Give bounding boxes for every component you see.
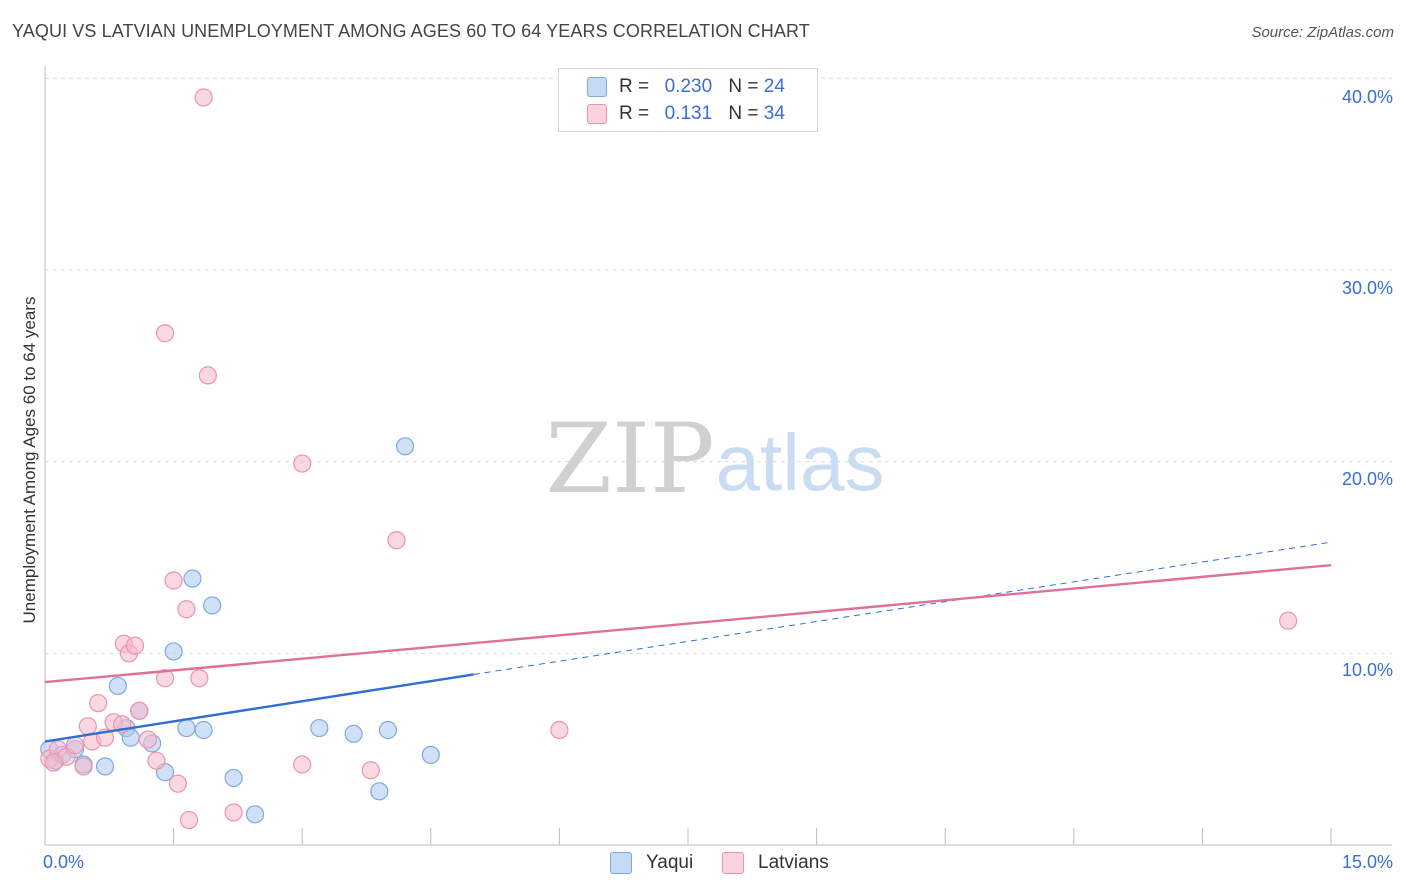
legend-item-yaqui: Yaqui bbox=[610, 852, 693, 874]
correlation-legend: R = 0.230 N = 24 R = 0.131 N = 34 bbox=[558, 68, 818, 132]
yaqui-point bbox=[108, 676, 127, 696]
yaqui-point bbox=[310, 718, 329, 738]
latvians-point bbox=[224, 803, 243, 822]
latvians-point bbox=[155, 324, 175, 343]
legend-r-value: 0.131 bbox=[664, 103, 713, 124]
latvians-point bbox=[179, 810, 199, 830]
latvians-point bbox=[130, 701, 149, 720]
legend-item-latvians: Latvians bbox=[722, 852, 829, 874]
yaqui-trend-extension bbox=[473, 541, 1332, 675]
latvians-point bbox=[44, 753, 63, 772]
latvians-point bbox=[190, 669, 209, 688]
yaqui-point bbox=[395, 437, 415, 456]
latvians-point bbox=[89, 694, 108, 713]
yaqui-point bbox=[344, 724, 363, 743]
series-legend: Yaqui Latvians bbox=[0, 852, 1406, 878]
latvians-trend-line bbox=[44, 563, 1332, 684]
yaqui-trend-line bbox=[44, 673, 474, 743]
legend-n-value: 24 bbox=[763, 76, 785, 97]
yaqui-point bbox=[203, 596, 222, 615]
legend-n-value: 34 bbox=[763, 103, 785, 124]
grid-lines bbox=[45, 77, 1392, 654]
latvians-point bbox=[1279, 611, 1298, 630]
legend-r-label: R = bbox=[619, 76, 650, 97]
latvians-point bbox=[550, 720, 569, 740]
legend-row-yaqui: R = 0.230 N = 24 bbox=[559, 74, 785, 100]
yaqui-point bbox=[224, 768, 243, 788]
yaqui-point bbox=[164, 642, 183, 661]
chart-title: YAQUI VS LATVIAN UNEMPLOYMENT AMONG AGES… bbox=[12, 21, 810, 41]
legend-swatch-latvians bbox=[587, 104, 607, 124]
yaqui-point bbox=[95, 757, 115, 776]
latvians-point bbox=[65, 736, 85, 755]
latvians-point bbox=[74, 757, 93, 776]
latvians-point bbox=[168, 774, 187, 793]
legend-n-label: N = bbox=[728, 76, 759, 97]
latvians-point bbox=[198, 366, 217, 385]
x-tick-max: 15.0% bbox=[1341, 852, 1393, 872]
y-axis-label: Unemployment Among Ages 60 to 64 years bbox=[20, 296, 39, 624]
latvians-point bbox=[387, 531, 406, 550]
latvians-point bbox=[361, 761, 380, 780]
yaqui-point bbox=[183, 569, 202, 588]
x-tick-min: 0.0% bbox=[43, 852, 85, 872]
latvians-point bbox=[138, 730, 157, 749]
legend-r-value: 0.230 bbox=[664, 76, 713, 97]
legend-r-label: R = bbox=[619, 103, 650, 124]
latvians-point bbox=[155, 669, 175, 688]
latvians-point bbox=[293, 454, 312, 473]
trend-lines bbox=[44, 541, 1332, 743]
watermark-atlas: atlas bbox=[716, 418, 885, 507]
latvians-point bbox=[194, 88, 213, 107]
legend-swatch-latvians bbox=[722, 852, 744, 874]
yaqui-point bbox=[245, 805, 265, 824]
y-tick-40: 40.0% bbox=[1341, 87, 1393, 107]
latvians-point bbox=[177, 600, 196, 619]
watermark-zip: ZIP bbox=[545, 403, 714, 515]
yaqui-point bbox=[177, 718, 196, 738]
legend-swatch-yaqui bbox=[587, 77, 607, 97]
legend-label-latvians: Latvians bbox=[758, 852, 829, 873]
latvians-point bbox=[164, 571, 183, 590]
axes bbox=[44, 66, 1392, 846]
latvians-point bbox=[293, 755, 312, 774]
yaqui-point bbox=[370, 782, 389, 801]
legend-label-yaqui: Yaqui bbox=[646, 852, 694, 873]
y-tick-20: 20.0% bbox=[1341, 469, 1393, 489]
y-tick-30: 30.0% bbox=[1341, 278, 1393, 298]
latvians-point bbox=[147, 751, 166, 770]
latvians-point bbox=[78, 717, 97, 736]
yaqui-point bbox=[194, 720, 213, 740]
yaqui-point bbox=[421, 745, 440, 765]
legend-row-latvians: R = 0.131 N = 34 bbox=[559, 101, 785, 127]
y-tick-10: 10.0% bbox=[1341, 660, 1393, 680]
legend-n-label: N = bbox=[728, 103, 759, 124]
yaqui-point bbox=[378, 720, 398, 740]
source-label: Source: ZipAtlas.com bbox=[1251, 24, 1394, 41]
legend-swatch-yaqui bbox=[610, 852, 632, 874]
latvians-point bbox=[125, 636, 145, 655]
